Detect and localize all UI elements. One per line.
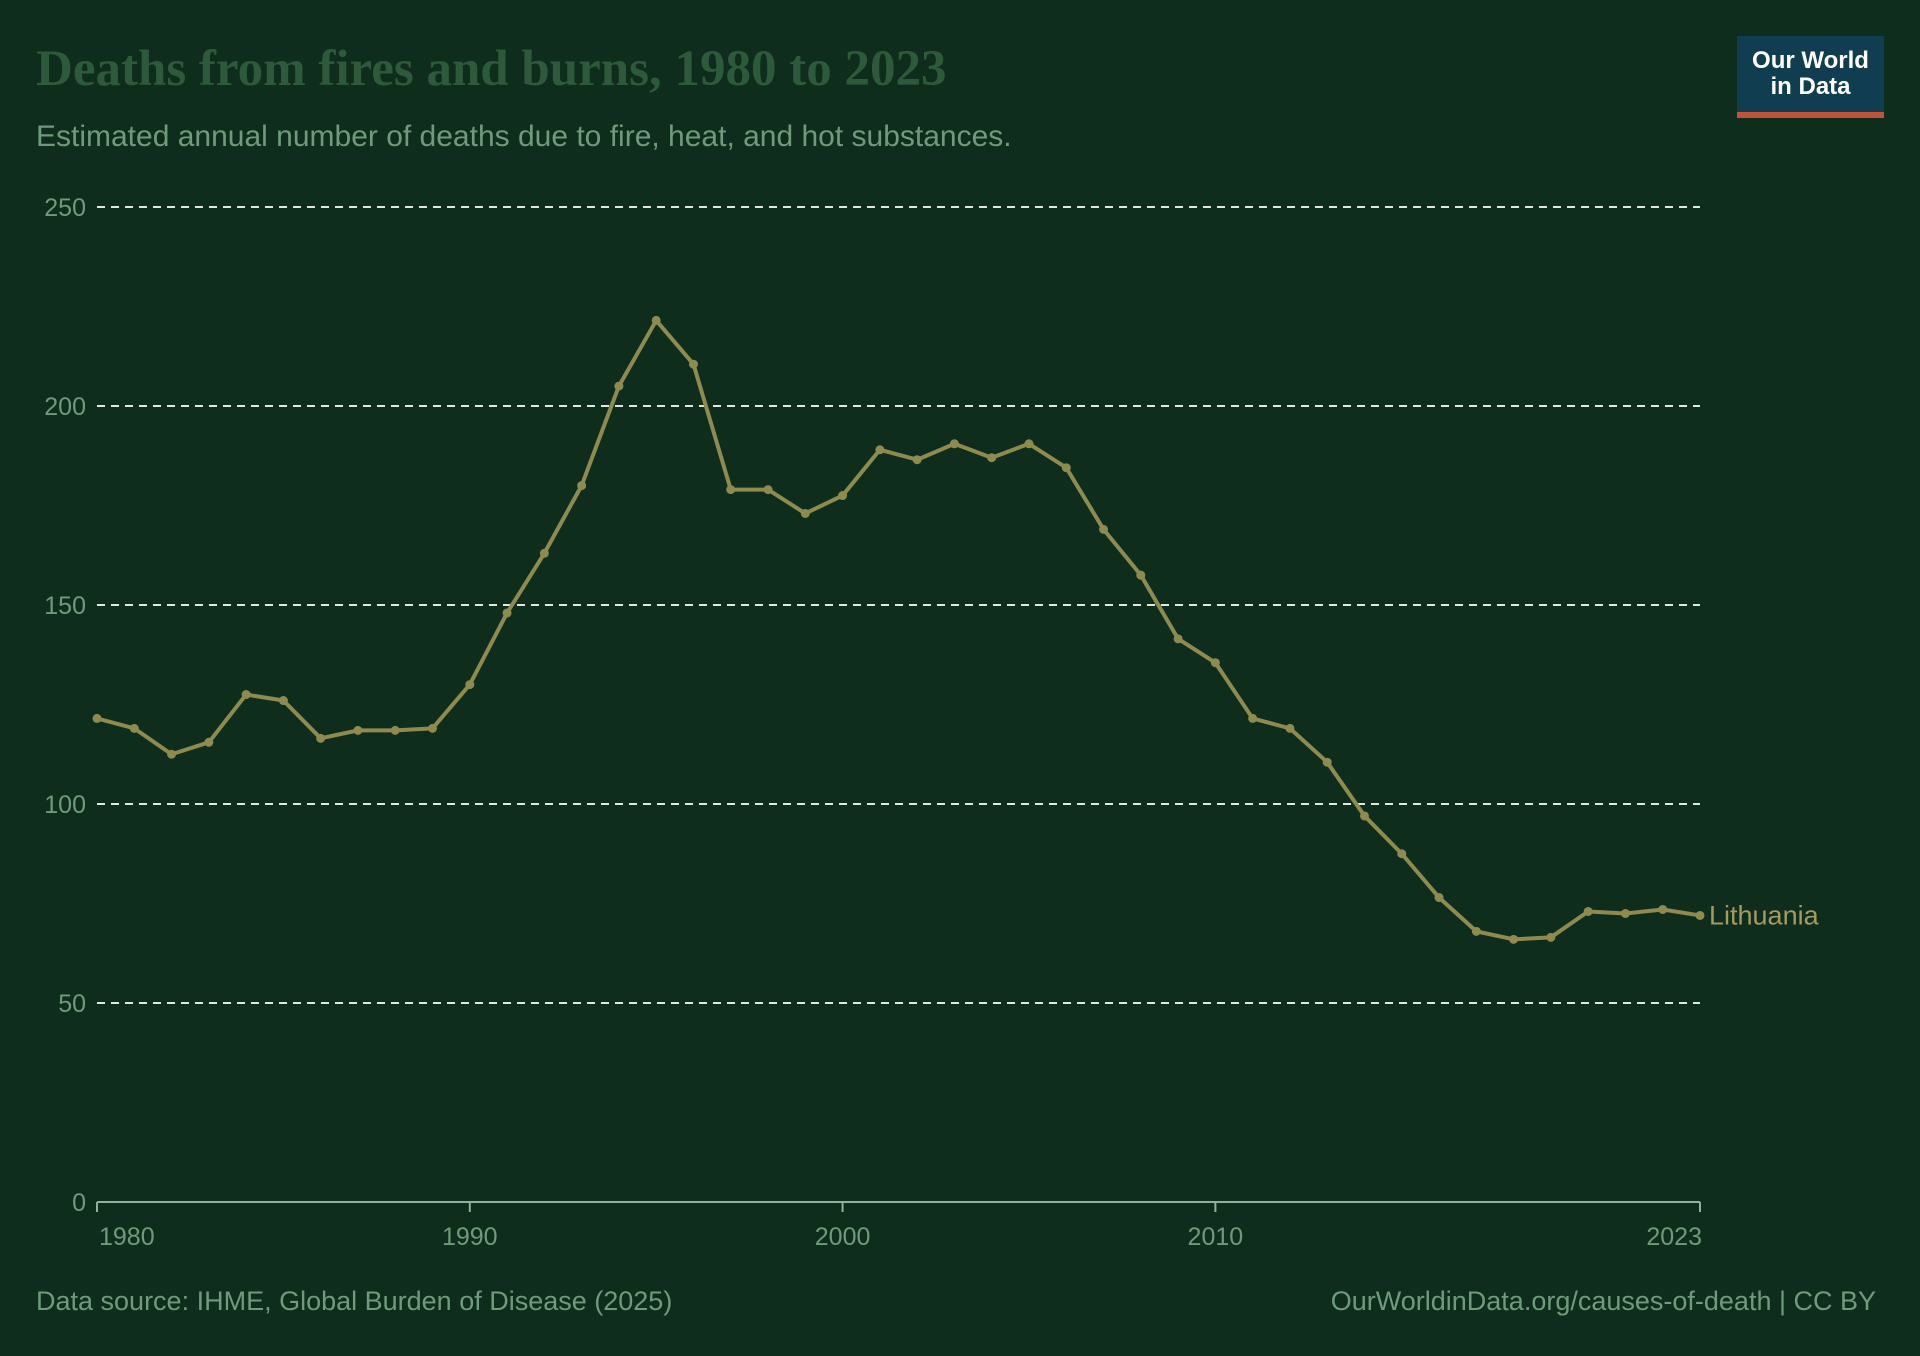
data-point-1983[interactable] [204, 737, 214, 747]
data-point-2004[interactable] [987, 453, 997, 463]
data-point-1997[interactable] [726, 485, 736, 495]
series-label-0: Lithuania [1709, 900, 1820, 930]
data-point-2019[interactable] [1546, 932, 1556, 942]
data-point-2000[interactable] [838, 491, 848, 501]
data-point-2006[interactable] [1061, 463, 1071, 473]
data-point-1985[interactable] [278, 696, 288, 706]
data-point-2008[interactable] [1136, 570, 1146, 580]
axis-layer: 0 50 100 150 200 250 1980 1990 2000 2010 2023 [44, 194, 1702, 1251]
data-point-2014[interactable] [1359, 811, 1369, 821]
data-point-2023[interactable] [1695, 910, 1705, 920]
data-point-2012[interactable] [1285, 723, 1295, 733]
source-url-link[interactable]: OurWorldinData.org/causes-of-death | CC … [1330, 1286, 1876, 1316]
x-tick-label-2010: 2010 [1188, 1223, 1244, 1251]
data-source-note: Data source: IHME, Global Burden of Dise… [36, 1286, 673, 1316]
data-point-1999[interactable] [800, 508, 810, 518]
owid-logo[interactable]: Our World in Data [1737, 36, 1884, 118]
chart-subtitle: Estimated annual number of deaths due to… [36, 120, 1012, 153]
y-tick-label-250: 250 [44, 194, 86, 222]
y-tick-label-50: 50 [58, 990, 86, 1018]
data-point-2022[interactable] [1658, 904, 1668, 914]
x-tick-label-2023: 2023 [1646, 1223, 1702, 1251]
data-point-1994[interactable] [614, 381, 624, 391]
data-point-1987[interactable] [353, 725, 363, 735]
data-point-2005[interactable] [1024, 439, 1034, 449]
y-tick-label-150: 150 [44, 592, 86, 620]
data-point-2007[interactable] [1099, 524, 1109, 534]
logo-line-2: in Data [1770, 73, 1851, 100]
data-point-1989[interactable] [428, 723, 438, 733]
x-tick-label-1980: 1980 [99, 1223, 155, 1251]
data-point-1998[interactable] [763, 485, 773, 495]
chart-title: Deaths from fires and burns, 1980 to 202… [36, 41, 947, 97]
data-point-1988[interactable] [390, 725, 400, 735]
data-point-2020[interactable] [1583, 906, 1593, 916]
data-point-1995[interactable] [651, 315, 661, 325]
data-point-2015[interactable] [1397, 849, 1407, 859]
data-point-1990[interactable] [465, 680, 475, 690]
data-point-1980[interactable] [92, 713, 102, 723]
data-point-2021[interactable] [1620, 908, 1630, 918]
data-point-1981[interactable] [129, 723, 139, 733]
x-tick-label-1990: 1990 [442, 1223, 498, 1251]
y-tick-label-100: 100 [44, 791, 86, 819]
data-point-2010[interactable] [1210, 658, 1220, 668]
data-point-1984[interactable] [241, 690, 251, 700]
data-point-1986[interactable] [316, 733, 326, 743]
data-point-1993[interactable] [577, 481, 587, 491]
data-point-2016[interactable] [1434, 893, 1444, 903]
y-tick-label-200: 200 [44, 393, 86, 421]
data-point-2018[interactable] [1509, 934, 1519, 944]
data-point-2001[interactable] [875, 445, 885, 455]
data-point-1991[interactable] [502, 608, 512, 618]
data-point-2002[interactable] [912, 455, 922, 465]
data-point-2003[interactable] [949, 439, 959, 449]
series-line-0[interactable] [96, 318, 1701, 942]
x-tick-label-2000: 2000 [815, 1223, 871, 1251]
data-point-2013[interactable] [1322, 757, 1332, 767]
grid-layer [97, 206, 1700, 1004]
data-point-1992[interactable] [539, 548, 549, 558]
data-point-2011[interactable] [1248, 713, 1258, 723]
logo-line-1: Our World [1752, 47, 1869, 74]
series-layer: Lithuania [92, 315, 1820, 944]
data-point-2009[interactable] [1173, 634, 1183, 644]
data-point-1996[interactable] [688, 359, 698, 369]
data-point-1982[interactable] [167, 749, 177, 759]
y-tick-label-0: 0 [72, 1189, 86, 1217]
data-point-2017[interactable] [1471, 926, 1481, 936]
